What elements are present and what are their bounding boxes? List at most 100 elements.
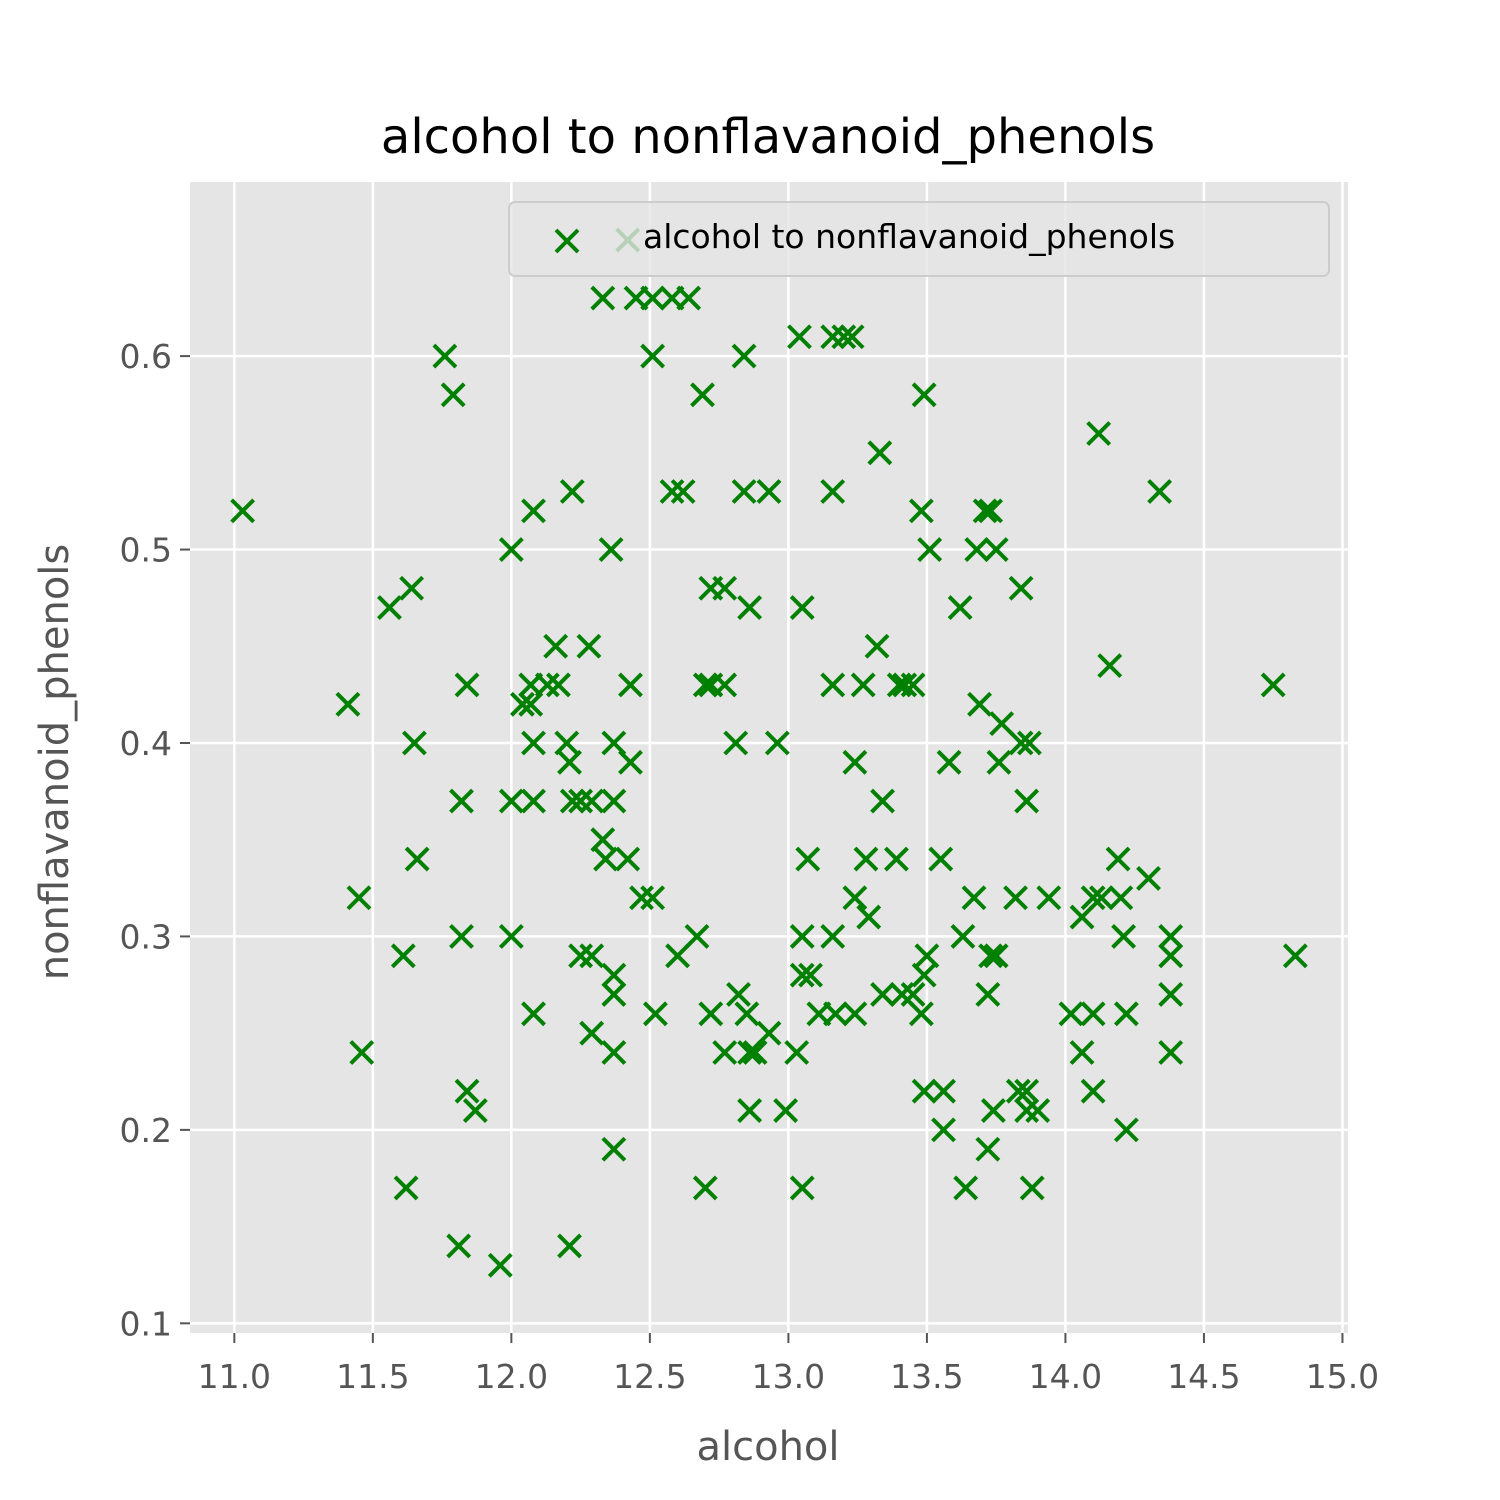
data-point bbox=[546, 672, 571, 698]
data-point bbox=[440, 382, 466, 408]
x-tick-label: 11.5 bbox=[336, 1357, 409, 1396]
data-point bbox=[665, 943, 690, 969]
data-point bbox=[975, 982, 1001, 1007]
data-point bbox=[967, 691, 992, 717]
data-point bbox=[401, 730, 427, 756]
data-point bbox=[853, 846, 879, 872]
data-point bbox=[742, 1040, 768, 1065]
data-point bbox=[640, 343, 666, 369]
y-tick-label: 0.2 bbox=[120, 1111, 172, 1150]
data-point bbox=[579, 1020, 605, 1046]
data-point bbox=[989, 711, 1015, 737]
data-point bbox=[789, 595, 815, 620]
data-point bbox=[1111, 924, 1137, 949]
data-point bbox=[961, 885, 987, 911]
data-point bbox=[601, 962, 627, 988]
data-point bbox=[399, 575, 425, 601]
data-point bbox=[601, 788, 627, 814]
data-point bbox=[692, 672, 718, 698]
data-point bbox=[618, 672, 643, 698]
data-point bbox=[1086, 421, 1112, 446]
x-tick-label: 14.5 bbox=[1167, 1357, 1240, 1396]
data-point bbox=[590, 285, 616, 311]
legend: alcohol to nonflavanoid_phenols bbox=[508, 201, 1330, 277]
data-point bbox=[1158, 1040, 1184, 1065]
data-point bbox=[1014, 1078, 1040, 1104]
data-point bbox=[975, 1136, 1001, 1162]
data-point bbox=[731, 479, 757, 504]
data-point bbox=[842, 885, 868, 911]
data-point bbox=[640, 885, 666, 911]
data-point bbox=[1008, 730, 1034, 756]
y-tick-label: 0.3 bbox=[120, 917, 172, 956]
data-point bbox=[498, 788, 524, 814]
data-point bbox=[593, 846, 618, 872]
data-point bbox=[393, 1175, 419, 1201]
data-point bbox=[884, 846, 909, 872]
data-point bbox=[820, 672, 846, 698]
data-point bbox=[726, 982, 751, 1007]
data-point bbox=[931, 1117, 956, 1143]
data-point bbox=[936, 749, 962, 775]
data-point bbox=[737, 1098, 763, 1123]
data-point bbox=[908, 1001, 934, 1027]
data-point bbox=[1136, 865, 1161, 891]
data-point bbox=[789, 1175, 815, 1201]
data-point bbox=[983, 943, 1009, 969]
data-point bbox=[643, 1001, 668, 1027]
data-point bbox=[737, 1040, 763, 1065]
data-point bbox=[487, 1252, 513, 1278]
data-point bbox=[1014, 788, 1040, 814]
data-point bbox=[1158, 943, 1184, 969]
data-point bbox=[789, 924, 815, 949]
x-axis-label: alcohol bbox=[696, 1424, 839, 1470]
data-point bbox=[842, 1001, 868, 1027]
data-point bbox=[964, 537, 990, 562]
data-point bbox=[1069, 1040, 1095, 1065]
data-point bbox=[931, 1078, 956, 1104]
x-tick-label: 11.0 bbox=[198, 1357, 271, 1396]
data-point bbox=[1158, 982, 1184, 1007]
data-point bbox=[1025, 1098, 1051, 1123]
data-point bbox=[978, 498, 1004, 524]
x-tick-label: 14.0 bbox=[1029, 1357, 1102, 1396]
data-point bbox=[972, 498, 998, 524]
data-point bbox=[734, 1001, 760, 1027]
data-point bbox=[1005, 1078, 1031, 1104]
data-point bbox=[842, 749, 868, 775]
data-point bbox=[986, 749, 1012, 775]
legend-marker-x bbox=[554, 228, 580, 254]
data-point bbox=[914, 943, 940, 969]
data-point bbox=[850, 672, 876, 698]
data-point bbox=[1003, 885, 1028, 911]
data-point bbox=[870, 982, 895, 1007]
data-point bbox=[557, 1233, 582, 1259]
data-point bbox=[1036, 885, 1062, 911]
data-point bbox=[684, 924, 710, 949]
data-point bbox=[1260, 672, 1286, 698]
data-point bbox=[676, 285, 702, 311]
data-point bbox=[784, 1040, 810, 1065]
data-point bbox=[446, 1233, 472, 1259]
data-point bbox=[1105, 846, 1131, 872]
legend-marker bbox=[554, 228, 580, 254]
data-point bbox=[980, 1098, 1006, 1123]
y-tick-label: 0.1 bbox=[120, 1304, 172, 1343]
data-point bbox=[712, 575, 738, 601]
data-point bbox=[1147, 479, 1173, 504]
data-point bbox=[349, 1040, 375, 1065]
data-point bbox=[712, 672, 738, 698]
data-point bbox=[900, 672, 926, 698]
data-point bbox=[554, 730, 580, 756]
legend-label: alcohol to nonflavanoid_phenols bbox=[643, 217, 1175, 256]
data-point bbox=[823, 1001, 848, 1027]
data-point bbox=[1113, 1117, 1139, 1143]
y-axis-label: nonflavanoid_phenols bbox=[32, 544, 78, 981]
data-point bbox=[712, 1040, 738, 1065]
data-point bbox=[543, 633, 569, 659]
data-point bbox=[1080, 885, 1106, 911]
data-point bbox=[795, 846, 821, 872]
data-point bbox=[1158, 924, 1184, 949]
y-tick-label: 0.4 bbox=[120, 724, 172, 763]
data-point bbox=[1080, 1078, 1106, 1104]
